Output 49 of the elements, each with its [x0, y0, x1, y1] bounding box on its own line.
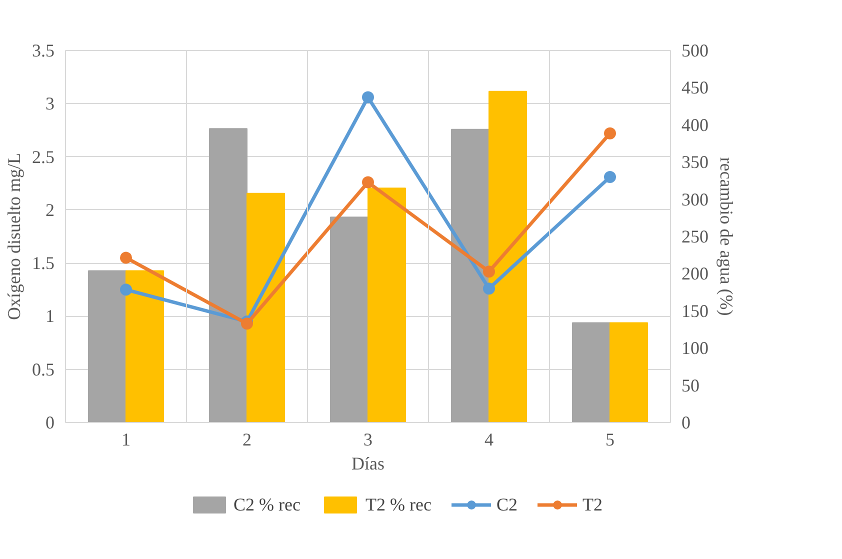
point [483, 266, 495, 278]
y-tick-label: 2.5 [32, 146, 54, 167]
x-tick-label: 3 [364, 430, 372, 450]
bar [450, 128, 490, 422]
point [604, 127, 616, 140]
bar [488, 90, 528, 422]
legend-label: T2 % rec [366, 494, 432, 515]
x-tick-label: 1 [122, 430, 130, 450]
y2-tick-label: 250 [682, 226, 708, 246]
x-axis-title: Días [352, 454, 385, 474]
x-tick-label: 2 [242, 430, 252, 450]
y-tick-label: 0.5 [32, 359, 54, 380]
bar [330, 216, 368, 422]
y2-tick-label: 50 [682, 375, 700, 396]
y2-tick-label: 300 [682, 189, 708, 210]
point [362, 91, 374, 104]
bar [126, 270, 164, 422]
legend-label: C2 % rec [234, 494, 300, 515]
y-tick-label: 0 [46, 412, 54, 432]
bar [246, 192, 286, 422]
point [362, 176, 374, 188]
x-tick-label: 4 [484, 430, 494, 450]
legend-label: C2 [496, 494, 518, 515]
bar [88, 270, 126, 422]
y-tick-label: 2 [46, 200, 54, 220]
y-tick-label: 1.5 [32, 253, 54, 274]
y2-axis-title: recambio de agua (%) [716, 157, 736, 316]
bar [208, 128, 248, 422]
y2-tick-label: 150 [682, 300, 708, 321]
y2-tick-label: 500 [682, 40, 708, 60]
bar [610, 322, 648, 422]
y2-tick-label: 100 [682, 338, 708, 358]
x-tick-label: 5 [606, 430, 614, 450]
y2-tick-label: 400 [682, 114, 708, 135]
point [483, 282, 495, 295]
point [604, 170, 616, 183]
y2-tick-label: 450 [682, 78, 708, 98]
point [120, 284, 132, 296]
y-tick-label: 1 [46, 306, 54, 326]
y-tick-label: 3.5 [32, 40, 54, 60]
y-axis-title: Oxígeno disuelto mg/L [4, 153, 24, 320]
y2-tick-label: 200 [682, 264, 708, 284]
bar [572, 322, 610, 422]
bar [368, 188, 406, 422]
point [120, 252, 132, 264]
legend-label: T2 [582, 494, 602, 515]
y2-tick-label: 0 [682, 412, 690, 432]
y-tick-label: 3 [46, 94, 54, 114]
y2-tick-label: 350 [682, 152, 708, 172]
